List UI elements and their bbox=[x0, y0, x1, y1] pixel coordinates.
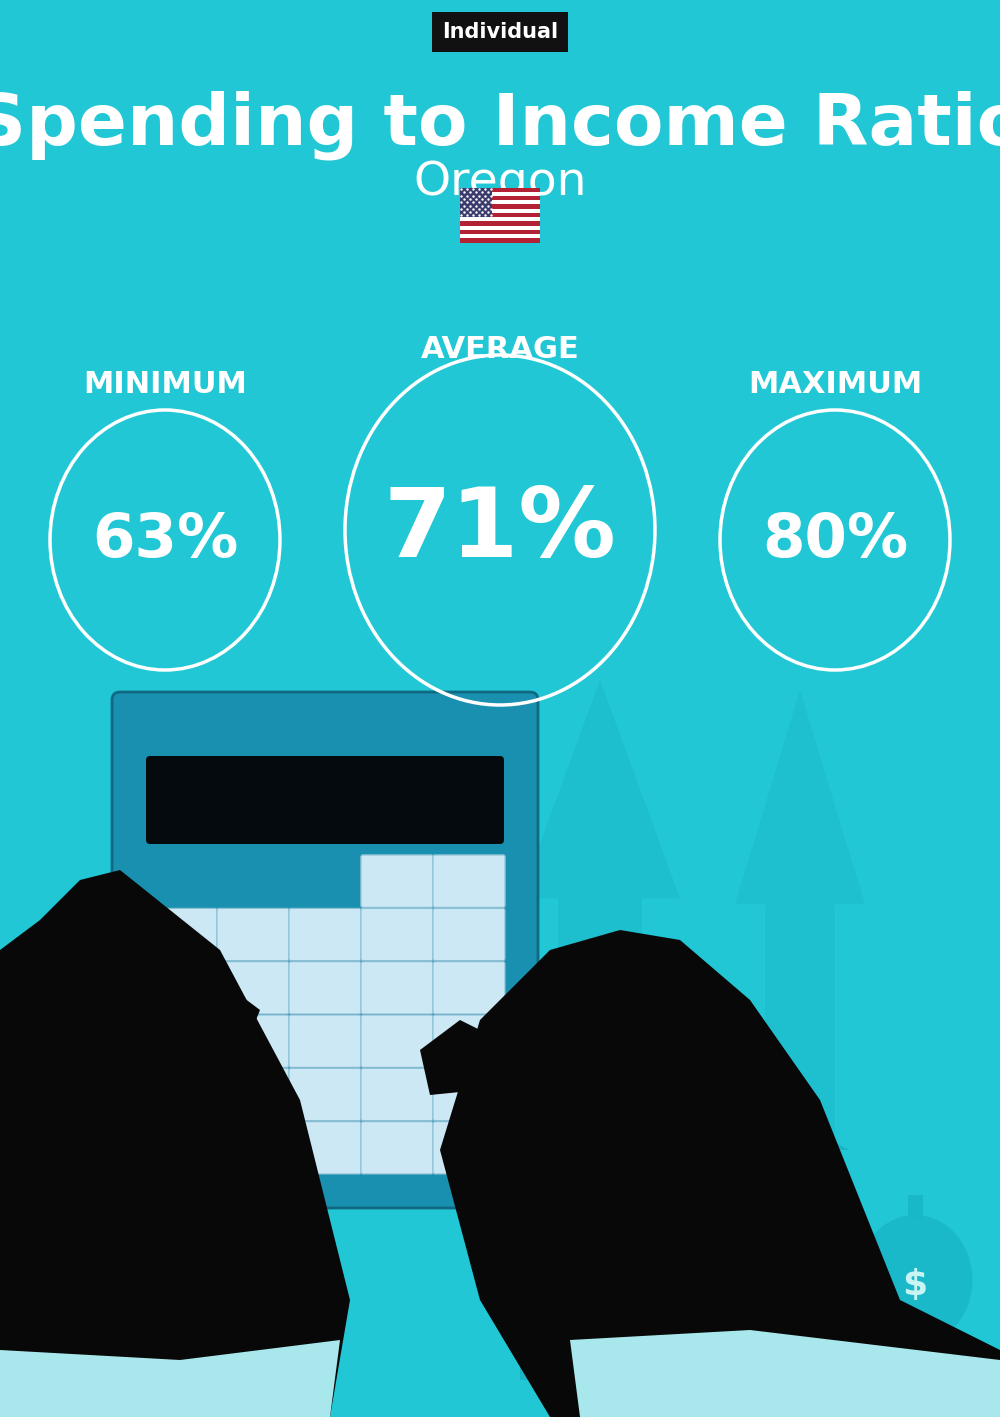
FancyBboxPatch shape bbox=[289, 1122, 361, 1175]
Ellipse shape bbox=[858, 1214, 972, 1345]
Ellipse shape bbox=[755, 1220, 845, 1321]
FancyBboxPatch shape bbox=[145, 962, 217, 1015]
Text: MINIMUM: MINIMUM bbox=[83, 370, 247, 400]
Bar bbox=[460, 196, 540, 200]
FancyBboxPatch shape bbox=[433, 908, 505, 961]
FancyBboxPatch shape bbox=[145, 908, 217, 961]
FancyBboxPatch shape bbox=[361, 854, 433, 907]
FancyBboxPatch shape bbox=[217, 908, 289, 961]
Polygon shape bbox=[570, 1331, 1000, 1417]
Bar bbox=[680, 1287, 820, 1297]
Bar bbox=[680, 1298, 820, 1308]
Bar bbox=[680, 1309, 820, 1321]
Text: 71%: 71% bbox=[384, 483, 616, 577]
Text: $: $ bbox=[791, 1258, 809, 1282]
FancyBboxPatch shape bbox=[112, 691, 538, 1209]
FancyBboxPatch shape bbox=[361, 962, 433, 1015]
FancyBboxPatch shape bbox=[289, 1068, 361, 1121]
FancyBboxPatch shape bbox=[361, 1015, 433, 1067]
Bar bbox=[460, 213, 540, 217]
FancyBboxPatch shape bbox=[217, 1068, 289, 1121]
FancyBboxPatch shape bbox=[289, 1015, 361, 1067]
Bar bbox=[730, 1044, 760, 1085]
Polygon shape bbox=[290, 750, 410, 1200]
FancyBboxPatch shape bbox=[146, 757, 504, 845]
FancyBboxPatch shape bbox=[433, 854, 505, 907]
Bar bbox=[680, 1357, 820, 1367]
FancyBboxPatch shape bbox=[361, 1068, 433, 1121]
FancyBboxPatch shape bbox=[361, 908, 433, 961]
Polygon shape bbox=[440, 930, 1000, 1417]
Polygon shape bbox=[0, 870, 350, 1417]
FancyBboxPatch shape bbox=[217, 1122, 289, 1175]
Polygon shape bbox=[735, 690, 865, 1200]
Polygon shape bbox=[520, 680, 680, 1200]
Bar bbox=[670, 1260, 720, 1380]
Bar bbox=[680, 1322, 820, 1332]
Bar bbox=[460, 187, 540, 191]
Text: Oregon: Oregon bbox=[413, 160, 587, 205]
FancyBboxPatch shape bbox=[145, 1122, 217, 1175]
Text: AVERAGE: AVERAGE bbox=[421, 334, 579, 364]
FancyBboxPatch shape bbox=[433, 962, 505, 1015]
FancyBboxPatch shape bbox=[433, 1068, 505, 1121]
Polygon shape bbox=[180, 981, 260, 1070]
Bar bbox=[680, 1370, 820, 1380]
Polygon shape bbox=[420, 1020, 500, 1095]
Bar bbox=[520, 1151, 820, 1380]
Text: Individual: Individual bbox=[442, 23, 558, 43]
Text: $: $ bbox=[902, 1268, 928, 1302]
FancyBboxPatch shape bbox=[289, 908, 361, 961]
Bar bbox=[795, 1204, 807, 1226]
FancyBboxPatch shape bbox=[289, 962, 361, 1015]
Text: Spending to Income Ratio: Spending to Income Ratio bbox=[0, 91, 1000, 160]
FancyBboxPatch shape bbox=[145, 1068, 217, 1121]
Bar bbox=[680, 1346, 820, 1356]
FancyBboxPatch shape bbox=[217, 962, 289, 1015]
FancyBboxPatch shape bbox=[361, 854, 433, 907]
Bar bbox=[460, 187, 492, 217]
Bar bbox=[460, 221, 540, 225]
FancyBboxPatch shape bbox=[433, 854, 505, 907]
FancyBboxPatch shape bbox=[217, 1015, 289, 1067]
Text: 63%: 63% bbox=[92, 510, 238, 570]
FancyBboxPatch shape bbox=[433, 1122, 505, 1175]
Polygon shape bbox=[490, 1060, 850, 1151]
Bar bbox=[680, 1333, 820, 1343]
Bar bbox=[460, 238, 540, 242]
Bar bbox=[460, 230, 540, 234]
FancyBboxPatch shape bbox=[145, 1015, 217, 1067]
Bar bbox=[600, 1260, 650, 1380]
Polygon shape bbox=[0, 1340, 340, 1417]
Bar bbox=[908, 1195, 923, 1220]
FancyBboxPatch shape bbox=[433, 1015, 505, 1067]
Text: MAXIMUM: MAXIMUM bbox=[748, 370, 922, 400]
FancyBboxPatch shape bbox=[361, 1122, 433, 1175]
Bar bbox=[460, 204, 540, 208]
Text: 80%: 80% bbox=[762, 510, 908, 570]
Bar bbox=[460, 187, 540, 242]
